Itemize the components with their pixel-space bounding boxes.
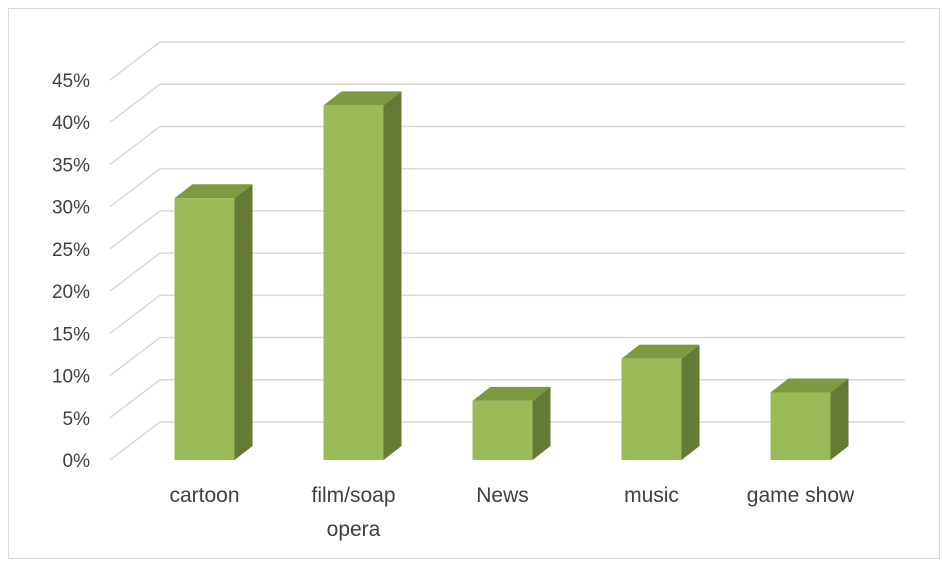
bar-front: [174, 198, 235, 460]
gridline-depth: [109, 336, 161, 377]
bar-side: [681, 344, 700, 460]
x-category-label-line: film/soap: [311, 484, 395, 507]
y-tick-label: 10%: [52, 367, 90, 388]
bar-front: [472, 400, 533, 460]
x-category-label-line: game show: [747, 484, 855, 507]
chart-frame: [8, 8, 940, 559]
gridlines: [109, 41, 905, 461]
bar-front: [621, 358, 682, 460]
x-axis-categories: cartoon film/soap opera News music game show: [169, 484, 855, 541]
gridline-depth: [109, 83, 161, 123]
y-tick-label: 35%: [52, 155, 90, 176]
bar: [770, 378, 849, 460]
x-category-label: cartoon: [169, 484, 239, 507]
x-category-label-line: music: [624, 484, 679, 507]
gridline: [109, 83, 905, 123]
x-category-label-line: opera: [327, 518, 381, 541]
bar-side: [383, 91, 402, 460]
gridline: [109, 125, 905, 166]
bar-side: [234, 184, 253, 460]
gridline: [109, 294, 905, 334]
bar-top: [770, 378, 849, 393]
x-category-label: music: [624, 484, 679, 507]
y-tick-label: 0%: [63, 451, 91, 472]
gridline-depth: [109, 421, 161, 461]
bar-top: [621, 344, 700, 359]
bar: [323, 91, 402, 460]
bar: [621, 344, 700, 460]
gridline: [109, 210, 905, 250]
gridline-depth: [109, 294, 161, 334]
x-category-label: film/soap opera: [311, 484, 395, 541]
x-category-label-line: cartoon: [169, 484, 239, 507]
bar-top: [472, 386, 551, 401]
gridline: [109, 167, 905, 208]
y-tick-label: 25%: [52, 240, 90, 261]
gridline-depth: [109, 379, 161, 419]
bar: [472, 386, 551, 460]
y-tick-label: 45%: [52, 71, 90, 92]
bar-side: [532, 386, 551, 460]
gridline-depth: [109, 168, 161, 208]
y-tick-label: 40%: [52, 113, 90, 134]
y-axis-ticks: 0% 5% 10% 15% 20% 25% 30% 35% 40% 45%: [52, 71, 90, 472]
gridline-depth: [109, 210, 161, 250]
gridline-depth: [109, 252, 161, 292]
y-tick-label: 30%: [52, 198, 90, 219]
y-tick-label: 20%: [52, 282, 90, 303]
bars: [174, 91, 849, 460]
gridline: [109, 252, 905, 292]
x-category-label-line: News: [476, 484, 529, 507]
bar-front: [323, 105, 384, 460]
bar-front: [770, 392, 831, 460]
gridline: [109, 379, 905, 419]
gridline: [109, 41, 905, 81]
y-tick-label: 15%: [52, 324, 90, 345]
x-category-label: News: [476, 484, 529, 507]
y-tick-label: 5%: [63, 409, 91, 430]
bar-side: [830, 378, 849, 460]
x-category-label: game show: [747, 484, 855, 507]
bar-top: [174, 184, 253, 199]
gridline-depth: [109, 125, 161, 166]
bar-top: [323, 91, 402, 106]
bar: [174, 184, 253, 460]
gridline: [109, 336, 905, 377]
gridline-depth: [109, 41, 161, 81]
